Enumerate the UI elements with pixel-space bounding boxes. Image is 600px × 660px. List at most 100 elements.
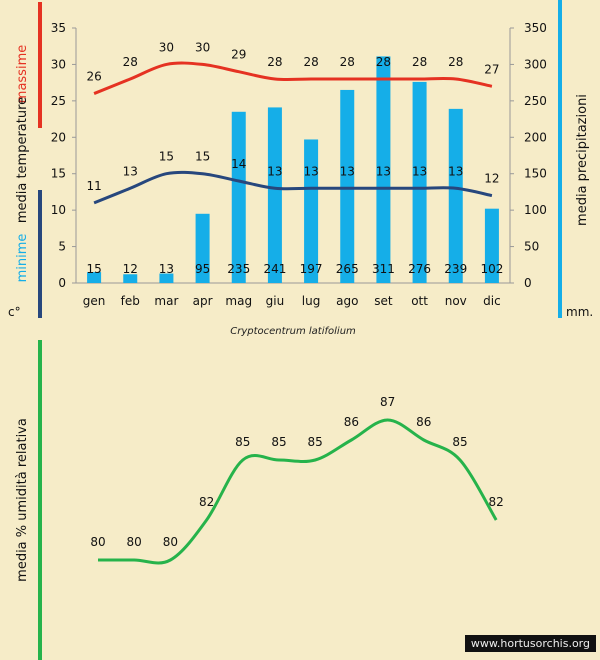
min-value-label: 13 (123, 164, 138, 178)
left-tick-label: 35 (51, 21, 66, 35)
month-label: ott (411, 294, 428, 308)
humidity-data-labels: 80 80 80 82 85 85 85 86 87 86 85 82 (90, 395, 503, 549)
top-data-labels: 15 12 13 95 235 241 197 265 311 276 239 102 26 28 30 30… (86, 40, 503, 276)
max-value-label: 30 (195, 40, 210, 54)
temp-axis-label: media temperature (15, 97, 30, 223)
month-labels: gen feb mar apr mag giu lug ago set ott nov dic (83, 294, 501, 308)
precip-value-label: 265 (336, 262, 359, 276)
precip-bar (195, 213, 210, 283)
precip-value-label: 102 (480, 262, 503, 276)
left-tick-label: 20 (51, 130, 66, 144)
month-label: gen (83, 294, 106, 308)
humidity-value-label: 80 (163, 535, 178, 549)
humidity-value-label: 86 (344, 415, 359, 429)
precip-value-label: 235 (227, 262, 250, 276)
precip-value-label: 12 (123, 262, 138, 276)
precip-value-label: 13 (159, 262, 174, 276)
right-tick-label: 350 (524, 21, 547, 35)
right-tick-label: 50 (524, 240, 539, 254)
right-tick-label: 300 (524, 57, 547, 71)
humidity-value-label: 82 (489, 495, 504, 509)
precip-bar (376, 56, 391, 283)
right-tick-label: 250 (524, 94, 547, 108)
max-value-label: 28 (267, 55, 282, 69)
humidity-value-label: 85 (271, 435, 286, 449)
min-value-label: 15 (159, 150, 174, 164)
precip-bar (340, 89, 355, 283)
precip-bar (448, 108, 463, 283)
right-tick-label: 200 (524, 130, 547, 144)
max-value-label: 29 (231, 48, 246, 62)
humidity-line (98, 418, 498, 565)
precip-bars (87, 56, 499, 284)
humidity-value-label: 80 (127, 535, 142, 549)
month-label: mar (154, 294, 178, 308)
max-value-label: 30 (159, 40, 174, 54)
humidity-value-label: 85 (452, 435, 467, 449)
left-tick-label: 15 (51, 167, 66, 181)
precip-value-label: 241 (263, 262, 286, 276)
min-value-label: 13 (376, 164, 391, 178)
precip-value-label: 95 (195, 262, 210, 276)
humidity-value-label: 85 (235, 435, 250, 449)
precip-bar (412, 81, 427, 284)
month-label: ago (336, 294, 358, 308)
right-tick-label: 0 (524, 276, 532, 290)
precip-value-label: 276 (408, 262, 431, 276)
precip-axis-label: media precipitazioni (575, 94, 590, 226)
left-tick-label: 30 (51, 57, 66, 71)
right-tick-label: 150 (524, 167, 547, 181)
left-tick-label: 10 (51, 203, 66, 217)
month-label: mag (225, 294, 252, 308)
max-value-label: 28 (303, 55, 318, 69)
precip-bar (267, 107, 282, 284)
month-label: set (374, 294, 393, 308)
precip-value-label: 239 (444, 262, 467, 276)
min-temp-line (93, 170, 493, 205)
min-value-label: 13 (448, 164, 463, 178)
max-value-label: 28 (412, 55, 427, 69)
month-label: lug (302, 294, 321, 308)
max-value-label: 28 (448, 55, 463, 69)
mm-unit: mm. (566, 305, 593, 319)
min-value-label: 13 (267, 164, 282, 178)
min-value-label: 15 (195, 150, 210, 164)
humidity-value-label: 85 (308, 435, 323, 449)
min-value-label: 14 (231, 157, 246, 171)
min-value-label: 11 (86, 179, 101, 193)
month-label: dic (483, 294, 501, 308)
max-value-label: 28 (123, 55, 138, 69)
precip-bar (231, 111, 246, 284)
min-value-label: 12 (484, 172, 499, 186)
max-temp-line (93, 61, 493, 95)
left-tick-label: 5 (58, 240, 66, 254)
precip-bar (123, 274, 138, 283)
right-ticks: 0 50 100 150 200 250 300 350 (510, 21, 547, 290)
precip-value-label: 15 (86, 262, 101, 276)
celsius-unit: c° (8, 305, 21, 319)
min-value-label: 13 (303, 164, 318, 178)
watermark: www.hortusorchis.org (464, 635, 596, 652)
humidity-value-label: 80 (90, 535, 105, 549)
temperature-precipitation-chart: massime media temperature minime c° medi… (8, 0, 593, 337)
min-value-label: 13 (412, 164, 427, 178)
left-tick-label: 25 (51, 94, 66, 108)
month-label: nov (445, 294, 467, 308)
humidity-value-label: 86 (416, 415, 431, 429)
precip-value-label: 311 (372, 262, 395, 276)
right-tick-label: 100 (524, 203, 547, 217)
precip-bar (159, 273, 174, 283)
species-caption: Cryptocentrum latifolium (230, 326, 356, 337)
humidity-chart: media % umidità relativa 80 80 80 82 85 85 85 8… (15, 340, 504, 660)
max-value-label: 28 (340, 55, 355, 69)
month-label: giu (266, 294, 285, 308)
humidity-axis-label: media % umidità relativa (15, 418, 30, 582)
precip-bar (87, 272, 102, 283)
max-value-label: 28 (376, 55, 391, 69)
precip-value-label: 197 (300, 262, 323, 276)
min-label: minime (15, 234, 30, 283)
humidity-value-label: 87 (380, 395, 395, 409)
precip-bar (484, 208, 499, 283)
